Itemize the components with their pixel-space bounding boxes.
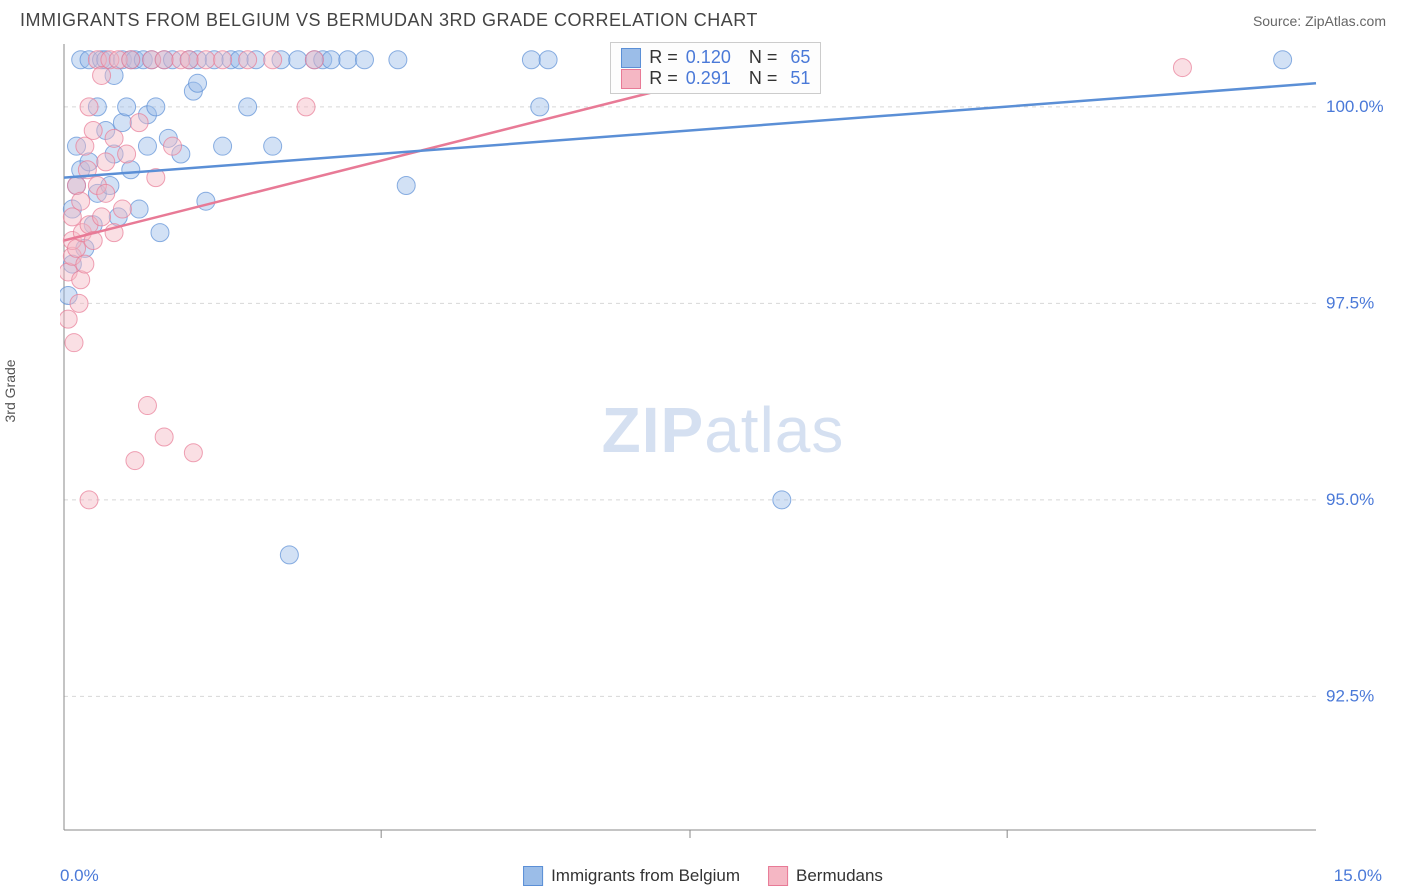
- source-label: Source: ZipAtlas.com: [1253, 13, 1386, 29]
- series-legend: Immigrants from Belgium Bermudans: [523, 866, 883, 886]
- legend-n-label: N =: [739, 47, 778, 68]
- legend-r-label: R =: [649, 47, 678, 68]
- y-axis-label: 3rd Grade: [2, 359, 18, 422]
- legend-n-value: 51: [785, 68, 810, 89]
- legend-swatch: [621, 48, 641, 68]
- x-axis-min-label: 0.0%: [60, 866, 99, 886]
- chart-area: 92.5%95.0%97.5%100.0% ZIPatlas R = 0.120…: [60, 40, 1386, 852]
- y-tick-label: 95.0%: [1326, 490, 1374, 509]
- legend-row: R = 0.291 N = 51: [621, 68, 810, 89]
- chart-title: IMMIGRANTS FROM BELGIUM VS BERMUDAN 3RD …: [20, 10, 758, 31]
- legend-swatch: [768, 866, 788, 886]
- legend-row: R = 0.120 N = 65: [621, 47, 810, 68]
- legend-r-value: 0.291: [686, 68, 731, 89]
- legend-swatch: [621, 69, 641, 89]
- y-tick-label: 92.5%: [1326, 686, 1374, 705]
- y-tick-label: 97.5%: [1326, 293, 1374, 312]
- y-tick-label: 100.0%: [1326, 97, 1384, 116]
- series-legend-item: Immigrants from Belgium: [523, 866, 740, 886]
- correlation-legend: R = 0.120 N = 65R = 0.291 N = 51: [610, 42, 821, 94]
- legend-r-label: R =: [649, 68, 678, 89]
- series-name: Immigrants from Belgium: [551, 866, 740, 886]
- x-axis-max-label: 15.0%: [1334, 866, 1382, 886]
- legend-swatch: [523, 866, 543, 886]
- series-name: Bermudans: [796, 866, 883, 886]
- legend-r-value: 0.120: [686, 47, 731, 68]
- legend-n-label: N =: [739, 68, 778, 89]
- series-legend-item: Bermudans: [768, 866, 883, 886]
- scatter-plot: 92.5% 95.0% 97.5% 100.0%: [60, 40, 1386, 852]
- legend-n-value: 65: [785, 47, 810, 68]
